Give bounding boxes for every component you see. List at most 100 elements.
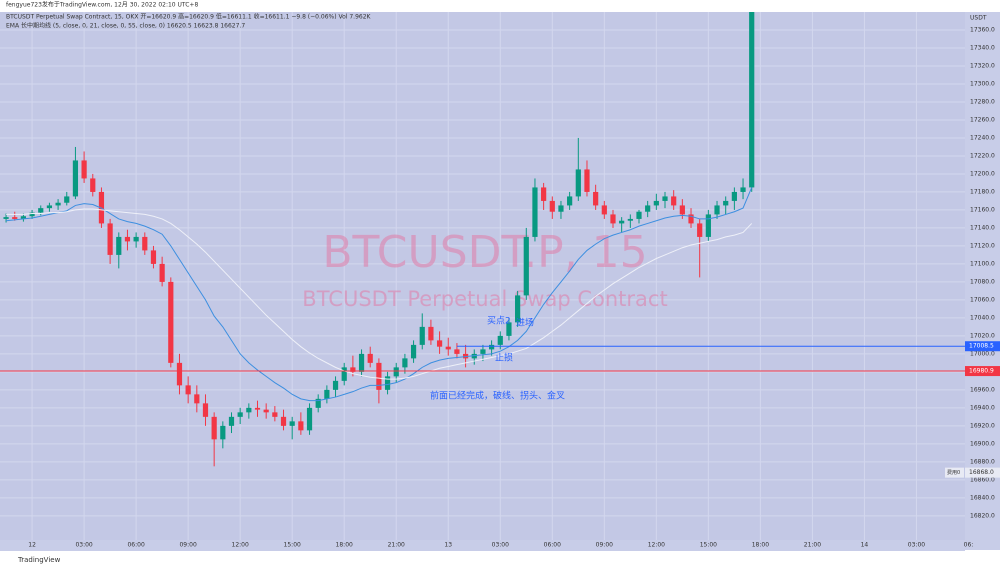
y-tick-label: 17340.0 [970,44,995,51]
candle-body [306,407,313,431]
y-tick-label: 17220.0 [970,152,995,159]
y-tick-label: 16880.0 [970,458,995,465]
y-tick-label: 17100.0 [970,260,995,267]
candle-body [358,353,365,372]
candle-body [237,412,243,417]
candle-body [497,335,503,345]
candle-body [202,403,209,417]
candle-body [142,236,148,251]
price-tag-label: 17008.5 [969,343,994,350]
candle-body [263,409,269,413]
x-tick-label: 06: [964,542,974,549]
candle-body [376,362,382,390]
last-price-tag-label: 费用0 [947,469,960,476]
annotation: 止损 [495,352,513,364]
x-tick-label: 21:00 [804,542,821,549]
candle-body [159,263,165,282]
y-tick-label: 16940.0 [970,404,995,411]
y-tick-label: 17180.0 [970,188,995,195]
annotation: 进场 [516,318,534,329]
last-price-label: 16868.0 [969,469,994,476]
legend-main: BTCUSDT Perpetual Swap Contract, 15, OKX… [6,13,372,21]
candle-body [55,202,61,206]
candle-body [584,169,590,192]
candle-body [220,425,226,440]
candle-body [289,421,295,426]
legend-ema: EMA 长中期均线 (5, close, 0, 21, close, 0, 55… [6,22,245,30]
candle-body [749,12,755,188]
ema-line [6,208,753,380]
y-tick-label: 16900.0 [970,440,995,447]
candle-body [515,295,521,323]
candle-body [419,326,425,345]
candle-body [731,191,737,201]
candle-body [64,196,70,203]
annotation: 买点2 [487,316,511,327]
watermark-subtitle: BTCUSDT Perpetual Swap Contract [302,287,667,311]
x-tick-label: 18:00 [336,542,353,549]
last-price-tag [965,467,1000,478]
candle-body [272,412,278,417]
candle-body [12,217,18,219]
candle-body [558,205,564,212]
candle-body [679,205,685,215]
watermark: BTCUSDT.P, 15 [322,227,647,278]
x-tick-label: 09:00 [179,542,196,549]
candle-body [246,407,252,413]
price-tag [965,366,1000,377]
x-tick-label: 18:00 [752,542,769,549]
x-tick-label: 21:00 [388,542,405,549]
y-tick-label: 17040.0 [970,314,995,321]
candle-body [38,208,44,213]
candle-body [168,281,174,363]
candle-body [541,187,547,201]
candle-body [315,398,321,408]
y-tick-label: 16820.0 [970,512,995,519]
y-tick-label: 17060.0 [970,296,995,303]
candle-body [254,407,261,410]
candle-body [410,344,417,359]
candle-body [454,349,460,354]
candle-body [688,214,694,224]
candle-body [714,205,720,215]
y-tick-label: 17240.0 [970,134,995,141]
candle-body [523,236,529,296]
y-tick-label: 16860.0 [970,476,995,483]
candle-body [575,169,581,197]
y-tick-label: 17020.0 [970,332,995,339]
candle-body [627,218,633,221]
candle-body [489,344,495,350]
candle-body [341,367,347,381]
candle-body [740,187,746,192]
candle-body [549,200,555,212]
time-axis [0,540,965,551]
candle-body [601,205,607,215]
price-tag [965,341,1000,352]
candle-body [436,340,443,347]
candle-body [332,380,339,390]
y-tick-label: 17200.0 [970,170,995,177]
annotation: 前面已经完成，破线、拐头、金叉 [430,390,565,402]
x-tick-label: 15:00 [700,542,717,549]
candle-body [72,160,79,197]
y-tick-label: 16920.0 [970,422,995,429]
candle-body [324,389,330,399]
y-tick-label: 17300.0 [970,80,995,87]
x-tick-label: 13 [444,542,452,549]
candle-body [46,205,53,209]
candle-body [619,220,625,224]
y-tick-label: 17280.0 [970,98,995,105]
y-tick-label: 17260.0 [970,116,995,123]
y-tick-label: 17140.0 [970,224,995,231]
candle-body [194,394,200,404]
y-tick-label: 17360.0 [970,26,995,33]
candle-body [81,160,87,179]
candle-body [20,216,27,219]
x-tick-label: 15:00 [284,542,301,549]
candle-body [567,196,573,206]
y-tick-label: 16960.0 [970,386,995,393]
candle-body [367,353,373,363]
candle-body [133,236,139,242]
candle-body [176,362,183,386]
